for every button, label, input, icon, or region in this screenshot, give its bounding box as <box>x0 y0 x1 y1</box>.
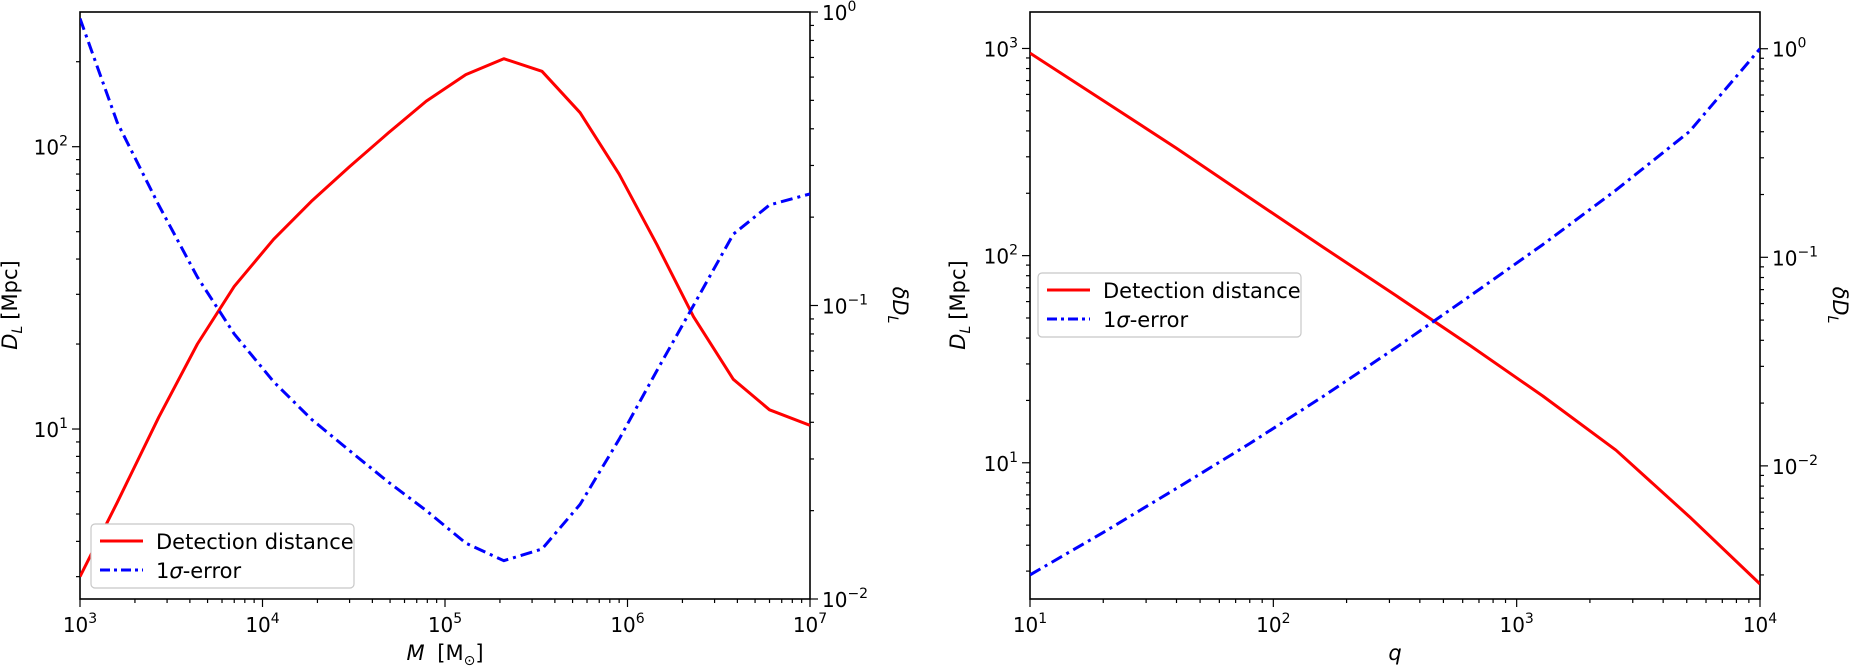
y-right-tick-label: 10−2 <box>822 586 868 612</box>
y-right-tick-label: 10−2 <box>1772 453 1818 479</box>
y-left-tick-label: 103 <box>984 35 1018 61</box>
legend-box-left <box>90 523 355 589</box>
x-tick-label: 101 <box>1013 611 1047 637</box>
y-left-tick-label: 101 <box>984 450 1018 476</box>
y-axis-left-secondary: 10−2 10−1 100 <box>810 0 868 612</box>
plot-frame-left <box>79 11 811 600</box>
detection-series-line <box>1030 51 1760 586</box>
y-right-tick-label: 10−1 <box>822 293 868 319</box>
error-series-line <box>1030 47 1760 577</box>
legend-label-error-left: 1σ-error <box>156 559 241 583</box>
y-left-tick-label: 102 <box>984 243 1018 269</box>
plot-frame-right <box>1029 11 1761 600</box>
y-right-tick-label: 100 <box>1772 36 1806 62</box>
x-tick-label: 103 <box>1499 611 1533 637</box>
y-left-tick-label: 101 <box>34 416 68 442</box>
series-group-right <box>1030 47 1760 586</box>
legend-left: Detection distance 1σ-error <box>90 523 355 589</box>
legend-label-error-right: 1σ-error <box>1103 308 1188 332</box>
legend-label-detection-right: Detection distance <box>1103 279 1301 303</box>
legend-right: Detection distance 1σ-error <box>1037 272 1302 338</box>
legend-label-detection-left: Detection distance <box>156 530 354 554</box>
x-tick-label: 104 <box>1743 611 1777 637</box>
x-axis-label-left: M [M⊙] <box>406 641 483 669</box>
legend-box-right <box>1037 272 1302 338</box>
x-tick-label: 104 <box>245 611 279 637</box>
y-axis-label-right-chart-primary: DL[Mpc] <box>946 260 974 349</box>
x-axis-label-right: q <box>1388 641 1401 665</box>
chart-right: 101 102 103 104 101 102 103 10−2 10−1 100 q DL[… <box>946 11 1850 665</box>
x-tick-label: 105 <box>428 611 462 637</box>
x-tick-label: 107 <box>793 611 827 637</box>
y-axis-label-right-chart-secondary: δDL <box>1824 287 1850 324</box>
y-axis-label-right-left-chart: δDL <box>884 287 912 324</box>
x-axis-right: 101 102 103 104 <box>1013 599 1777 637</box>
x-tick-label: 102 <box>1256 611 1290 637</box>
y-axis-label-left: DL[Mpc] <box>0 260 26 349</box>
y-right-tick-label: 100 <box>822 0 856 25</box>
x-tick-label: 106 <box>610 611 644 637</box>
x-axis-left: 103 104 105 106 107 <box>63 599 827 637</box>
y-axis-right-primary: 101 102 103 <box>984 35 1030 572</box>
y-right-tick-label: 10−1 <box>1772 244 1818 270</box>
chart-left: 103 104 105 106 107 101 102 10−2 10−1 100 M [M⊙… <box>0 0 912 669</box>
series-group-left <box>80 17 810 578</box>
error-series-line <box>80 17 810 563</box>
detection-series-line <box>80 57 810 578</box>
y-axis-right-secondary: 10−2 10−1 100 <box>1760 36 1818 576</box>
y-left-tick-label: 102 <box>34 134 68 160</box>
x-tick-label: 103 <box>63 611 97 637</box>
y-axis-left-primary: 101 102 <box>34 61 80 578</box>
